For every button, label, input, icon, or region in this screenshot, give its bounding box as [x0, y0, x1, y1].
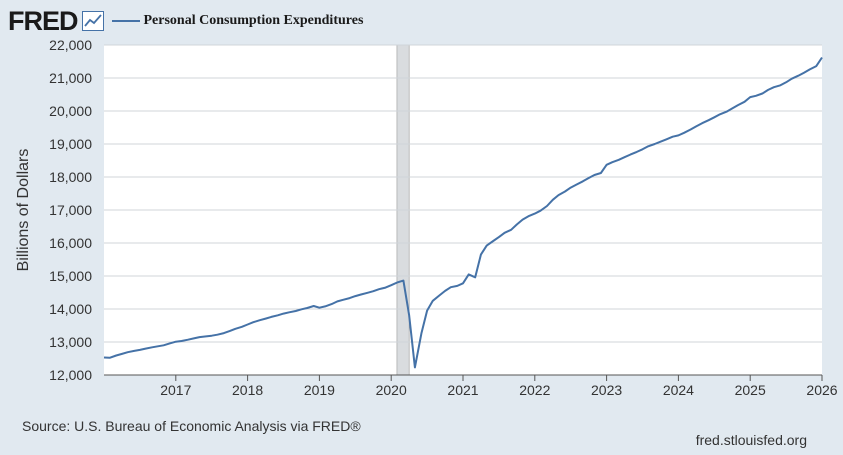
x-tick-label: 2018	[232, 382, 263, 398]
x-tick-label: 2022	[519, 382, 550, 398]
legend-label: Personal Consumption Expenditures	[143, 13, 364, 28]
x-tick-label: 2026	[806, 382, 837, 398]
y-tick-label: 16,000	[49, 235, 92, 251]
graph-icon[interactable]	[81, 11, 104, 31]
x-tick-label: 2019	[304, 382, 335, 398]
source-note: Source: U.S. Bureau of Economic Analysis…	[22, 418, 361, 434]
y-tick-label: 17,000	[49, 202, 92, 218]
y-tick-label: 15,000	[49, 268, 92, 284]
y-tick-label: 14,000	[49, 301, 92, 317]
y-tick-label: 12,000	[49, 367, 92, 383]
x-tick-label: 2023	[591, 382, 622, 398]
y-tick-label: 18,000	[49, 169, 92, 185]
chart-header: FRED Personal Consumption Expenditures	[8, 6, 363, 36]
y-tick-label: 21,000	[49, 70, 92, 86]
legend-swatch	[111, 20, 140, 22]
x-tick-label: 2021	[447, 382, 478, 398]
x-tick-label: 2025	[735, 382, 766, 398]
site-url[interactable]: fred.stlouisfed.org	[695, 432, 807, 448]
series-line	[103, 56, 823, 369]
y-tick-label: 20,000	[49, 103, 92, 119]
legend: Personal Consumption Expenditures	[111, 13, 364, 29]
x-tick-label: 2024	[663, 382, 694, 398]
y-tick-label: 22,000	[49, 37, 92, 53]
y-tick-label: 13,000	[49, 334, 92, 350]
y-axis-title: Billions of Dollars	[15, 149, 32, 272]
x-tick-label: 2017	[160, 382, 191, 398]
y-tick-label: 19,000	[49, 136, 92, 152]
fred-logo[interactable]: FRED	[8, 5, 78, 36]
x-tick-label: 2020	[376, 382, 407, 398]
